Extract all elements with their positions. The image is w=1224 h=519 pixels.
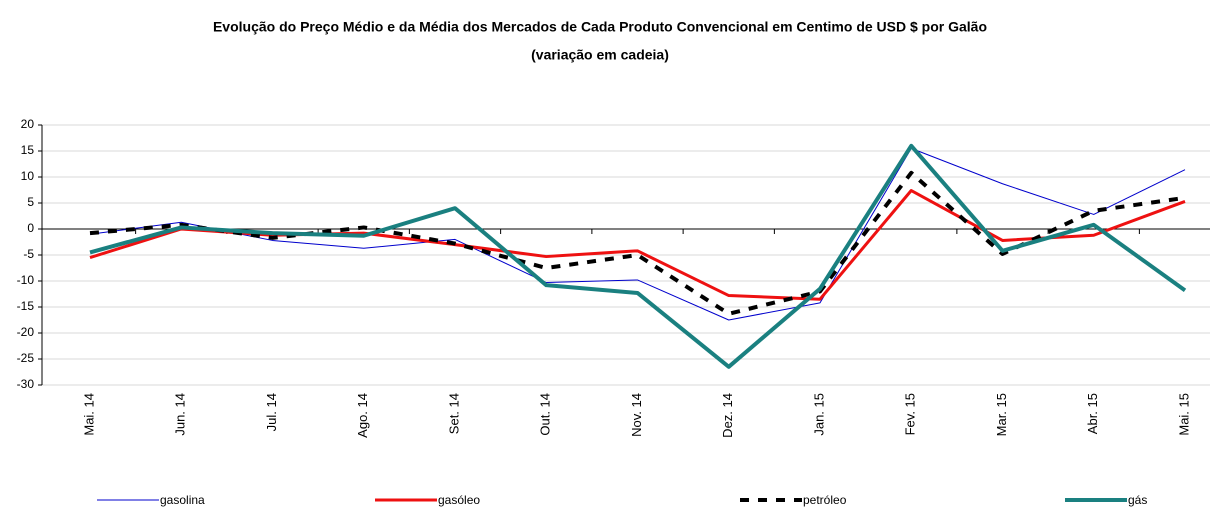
- x-tick-label: Out. 14: [538, 393, 553, 436]
- x-tick-label: Set. 14: [446, 393, 461, 434]
- line-series: [89, 143, 1187, 369]
- x-tick-label: Mar. 15: [994, 393, 1009, 436]
- y-tick-label: 10: [21, 169, 35, 183]
- y-tick-label: -25: [17, 351, 35, 365]
- chart-subtitle: (variação em cadeia): [531, 47, 669, 63]
- x-tick-label: Abr. 15: [1085, 393, 1100, 434]
- legend-label: gás: [1128, 493, 1147, 507]
- y-tick-label: -5: [23, 247, 34, 261]
- y-tick-label: 20: [21, 117, 35, 131]
- y-tick-label: -10: [17, 273, 35, 287]
- y-tick-label: -30: [17, 377, 35, 391]
- line-series: [89, 189, 1186, 301]
- x-tick-label: Jun. 14: [173, 393, 188, 436]
- x-tick-label: Mai. 15: [1176, 393, 1191, 436]
- y-tick-label: 5: [27, 195, 34, 209]
- x-tick-label: Jul. 14: [264, 393, 279, 431]
- legend-label: gasóleo: [438, 493, 480, 507]
- legend-label: gasolina: [160, 493, 205, 507]
- x-tick-label: Nov. 14: [629, 393, 644, 437]
- x-tick-label: Ago. 14: [355, 393, 370, 438]
- legend-label: petróleo: [803, 493, 847, 507]
- y-tick-label: -15: [17, 299, 35, 313]
- chart-title: Evolução do Preço Médio e da Média dos M…: [213, 19, 987, 35]
- line-series: [89, 170, 1186, 316]
- y-tick-label: 0: [27, 221, 34, 235]
- line-series: [89, 147, 1186, 321]
- x-tick-label: Fev. 15: [903, 393, 918, 435]
- x-tick-label: Jan. 15: [811, 393, 826, 436]
- y-tick-label: -20: [17, 325, 35, 339]
- y-tick-label: 15: [21, 143, 35, 157]
- x-tick-label: Mai. 14: [81, 393, 96, 436]
- x-tick-label: Dez. 14: [720, 393, 735, 438]
